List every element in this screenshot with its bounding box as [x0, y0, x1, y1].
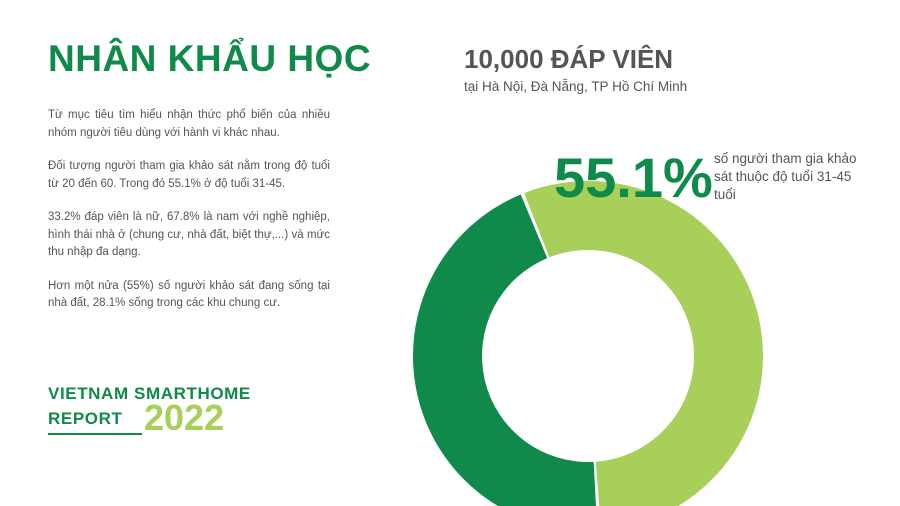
brand-underline — [48, 433, 142, 435]
brand-year: 2022 — [144, 397, 225, 438]
paragraph-1: Từ mục tiêu tìm hiểu nhận thức phổ biến … — [48, 109, 330, 139]
respondent-location: tại Hà Nội, Đà Nẵng, TP Hồ Chí Minh — [464, 79, 688, 94]
brand-report-label: REPORT — [48, 409, 123, 428]
donut-segment-1 — [524, 181, 763, 506]
donut-segment-2 — [413, 194, 596, 506]
brand-name: VIETNAM SMARTHOME — [48, 384, 251, 403]
highlight-label: số người tham gia khảo sát thuộc độ tuổi… — [714, 151, 857, 202]
paragraph-3: 33.2% đáp viên là nữ, 67.8% là nam với n… — [48, 211, 330, 258]
paragraph-4: Hơn một nửa (55%) số người khảo sát đang… — [48, 279, 330, 310]
page-title: NHÂN KHẨU HỌC — [48, 38, 372, 79]
description-text: Từ mục tiêu tìm hiểu nhận thức phổ biến … — [48, 107, 330, 329]
highlight-percentage: 55.1% — [554, 146, 713, 209]
respondent-count: 10,000 ĐÁP VIÊN — [464, 44, 674, 74]
paragraph-2: Đối tượng người tham gia khảo sát nằm tr… — [48, 160, 330, 190]
